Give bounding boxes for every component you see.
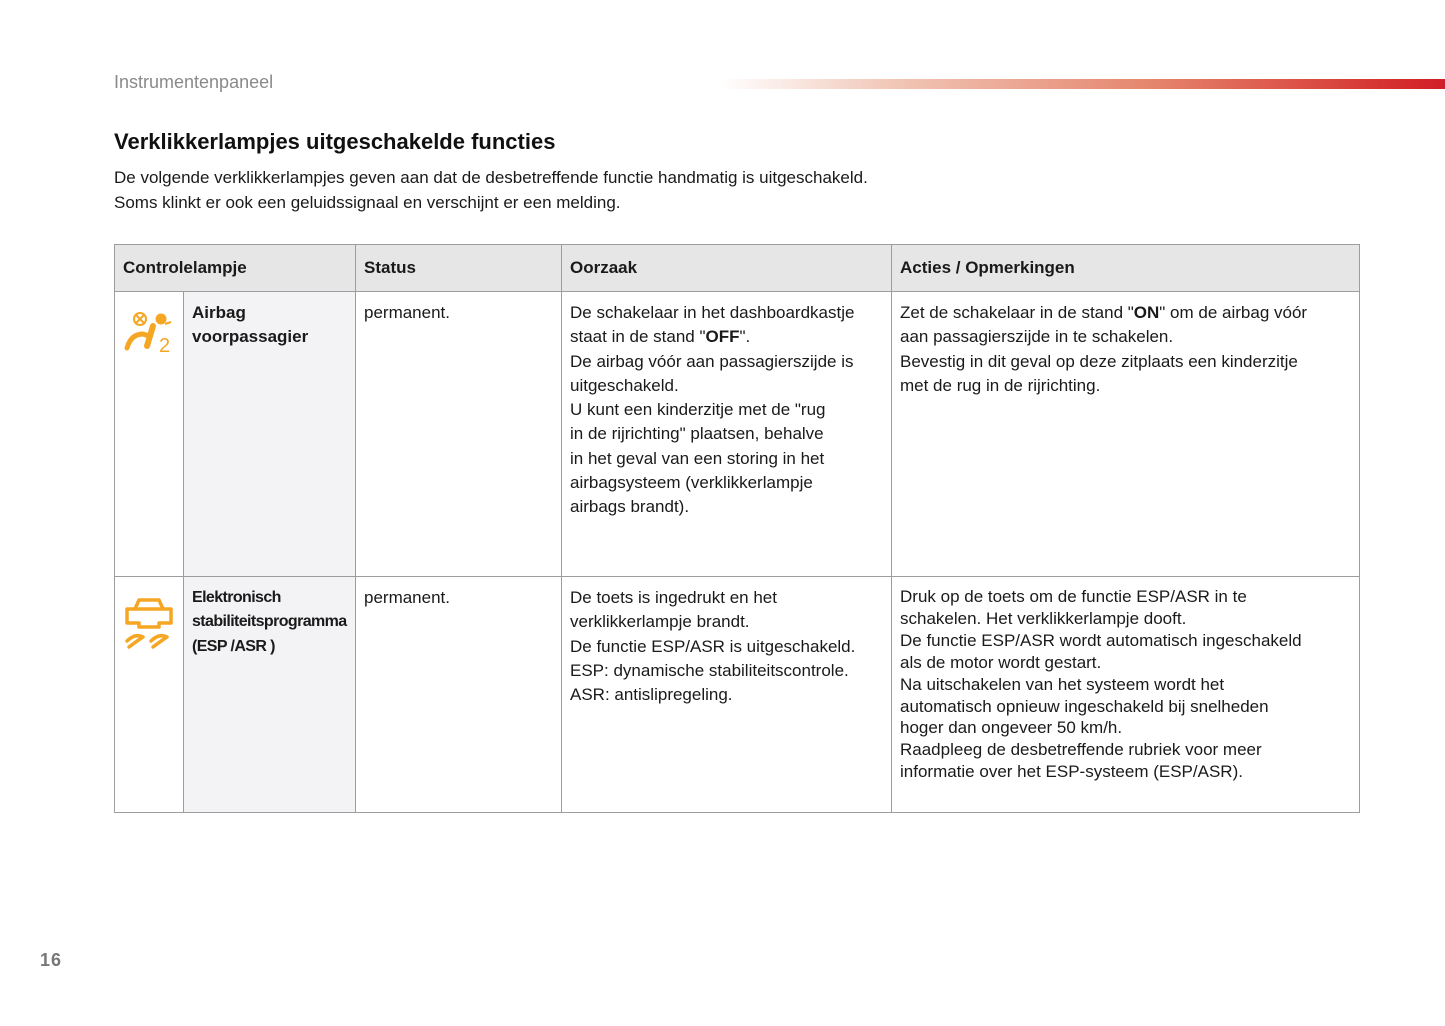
cause-cell: De schakelaar in het dashboardkastje staa…: [561, 291, 892, 577]
svg-text:2: 2: [159, 335, 170, 356]
text-line: De airbag vóór aan passagierszijde is: [570, 350, 883, 374]
header-accent-bar: [720, 79, 1445, 89]
text-line: Zet de schakelaar in de stand "ON" om de…: [900, 301, 1351, 325]
light-name-line: Airbag: [192, 303, 246, 322]
text-line: met de rug in de rijrichting.: [900, 374, 1351, 398]
table-row: Elektronisch stabiliteitsprogramma (ESP …: [114, 576, 1360, 813]
text-line: uitgeschakeld.: [570, 374, 883, 398]
text-line: ESP: dynamische stabiliteitscontrole.: [570, 659, 883, 683]
intro-text: De volgende verklikkerlampjes geven aan …: [114, 166, 868, 215]
actions-cell: Druk op de toets om de functie ESP/ASR i…: [891, 576, 1360, 813]
esp-off-icon: [125, 598, 173, 649]
text-line: automatisch opnieuw ingeschakeld bij sne…: [900, 696, 1351, 718]
text-line: De functie ESP/ASR wordt automatisch ing…: [900, 630, 1351, 652]
status-cell: permanent.: [355, 576, 562, 813]
text-segment: airbags brandt).: [570, 497, 690, 517]
text-line: Na uitschakelen van het systeem wordt he…: [900, 674, 1351, 696]
text-segment: Bevestig in dit geval op deze zitplaats …: [900, 351, 1298, 371]
text-segment: als de motor wordt gestart.: [900, 652, 1102, 672]
text-segment: in de rijrichting" plaatsen, behalve: [570, 424, 824, 444]
text-segment: in het geval van een storing in het: [570, 448, 825, 468]
light-name-line: voorpassagier: [192, 327, 309, 347]
airbag-off-passenger-icon: 2: [124, 312, 172, 357]
text-segment: ASR: antislipregeling.: [570, 685, 733, 705]
light-name-line: Elektronisch: [192, 589, 281, 606]
text-segment: Druk op de toets om de functie ESP/ASR i…: [900, 587, 1247, 606]
text-segment: hoger dan ongeveer 50 km/h.: [900, 718, 1123, 738]
warning-lights-table: Controlelampje Status Oorzaak Acties / O…: [114, 244, 1360, 813]
header-oorzaak: Oorzaak: [561, 244, 892, 292]
text-line: schakelen. Het verklikkerlampje dooft.: [900, 608, 1351, 630]
text-line: aan passagierszijde in te schakelen.: [900, 325, 1351, 349]
text-segment: automatisch opnieuw ingeschakeld bij sne…: [900, 696, 1269, 716]
bold-text: ON: [1133, 303, 1160, 322]
table-header-row: Controlelampje Status Oorzaak Acties / O…: [114, 244, 1360, 292]
text-segment: ".: [739, 327, 751, 347]
text-segment: informatie over het ESP-systeem (ESP/ASR…: [900, 762, 1243, 782]
section-header: Instrumentenpaneel: [114, 72, 274, 92]
text-line: verklikkerlampje brandt.: [570, 610, 883, 634]
text-segment: airbagsysteem (verklikkerlampje: [570, 473, 813, 493]
table-row: 2 Airbag voorpassagier permanent. De sch…: [114, 291, 1360, 577]
name-cell: Elektronisch stabiliteitsprogramma (ESP …: [183, 576, 356, 813]
light-name-line: stabiliteitsprogramma: [192, 613, 347, 631]
text-line: De schakelaar in het dashboardkastje: [570, 301, 883, 325]
icon-cell: [114, 576, 184, 813]
text-segment: U kunt een kinderzitje met de "rug: [570, 400, 826, 420]
text-segment: Na uitschakelen van het systeem wordt he…: [900, 674, 1225, 694]
intro-line: De volgende verklikkerlampjes geven aan …: [114, 168, 868, 187]
text-segment: aan passagierszijde in te schakelen.: [900, 327, 1174, 347]
text-line: hoger dan ongeveer 50 km/h.: [900, 717, 1351, 739]
page-title: Verklikkerlampjes uitgeschakelde functie…: [114, 129, 556, 154]
text-segment: met de rug in de rijrichting.: [900, 375, 1101, 395]
text-segment: De airbag vóór aan passagierszijde is: [570, 351, 854, 371]
icon-cell: 2: [114, 291, 184, 577]
text-line: ASR: antislipregeling.: [570, 683, 883, 707]
text-line: airbagsysteem (verklikkerlampje: [570, 471, 883, 495]
text-segment: " om de airbag vóór: [1159, 303, 1308, 322]
text-line: Raadpleeg de desbetreffende rubriek voor…: [900, 739, 1351, 761]
page-number: 16: [40, 950, 63, 970]
text-line: informatie over het ESP-systeem (ESP/ASR…: [900, 761, 1351, 783]
text-line: De functie ESP/ASR is uitgeschakeld.: [570, 635, 883, 659]
header-acties: Acties / Opmerkingen: [891, 244, 1360, 292]
status-cell: permanent.: [355, 291, 562, 577]
actions-cell: Zet de schakelaar in de stand "ON" om de…: [891, 291, 1360, 577]
text-line: Bevestig in dit geval op deze zitplaats …: [900, 350, 1351, 374]
text-segment: Raadpleeg de desbetreffende rubriek voor…: [900, 740, 1262, 760]
text-line: De toets is ingedrukt en het: [570, 586, 883, 610]
text-line: in de rijrichting" plaatsen, behalve: [570, 422, 883, 446]
text-segment: ESP: dynamische stabiliteitscontrole.: [570, 660, 849, 680]
text-line: in het geval van een storing in het: [570, 447, 883, 471]
text-line: airbags brandt).: [570, 495, 883, 519]
light-name-line: (ESP /ASR ): [192, 637, 276, 655]
bold-text: OFF: [705, 327, 740, 347]
cause-cell: De toets is ingedrukt en het verklikkerla…: [561, 576, 892, 813]
text-line: U kunt een kinderzitje met de "rug: [570, 398, 883, 422]
text-segment: De schakelaar in het dashboardkastje: [570, 303, 855, 322]
text-segment: De functie ESP/ASR is uitgeschakeld.: [570, 636, 856, 656]
text-segment: schakelen. Het verklikkerlampje dooft.: [900, 608, 1187, 628]
text-segment: Zet de schakelaar in de stand ": [900, 303, 1134, 322]
name-cell: Airbag voorpassagier: [183, 291, 356, 577]
text-line: staat in de stand "OFF".: [570, 325, 883, 349]
text-segment: staat in de stand ": [570, 327, 706, 347]
text-line: als de motor wordt gestart.: [900, 652, 1351, 674]
header-controlelampje: Controlelampje: [114, 244, 356, 292]
header-status: Status: [355, 244, 562, 292]
text-segment: uitgeschakeld.: [570, 375, 679, 395]
text-segment: De toets is ingedrukt en het: [570, 588, 777, 607]
text-segment: De functie ESP/ASR wordt automatisch ing…: [900, 630, 1302, 650]
intro-line: Soms klinkt er ook een geluidssignaal en…: [114, 192, 621, 212]
text-segment: verklikkerlampje brandt.: [570, 612, 750, 632]
text-line: Druk op de toets om de functie ESP/ASR i…: [900, 586, 1351, 608]
